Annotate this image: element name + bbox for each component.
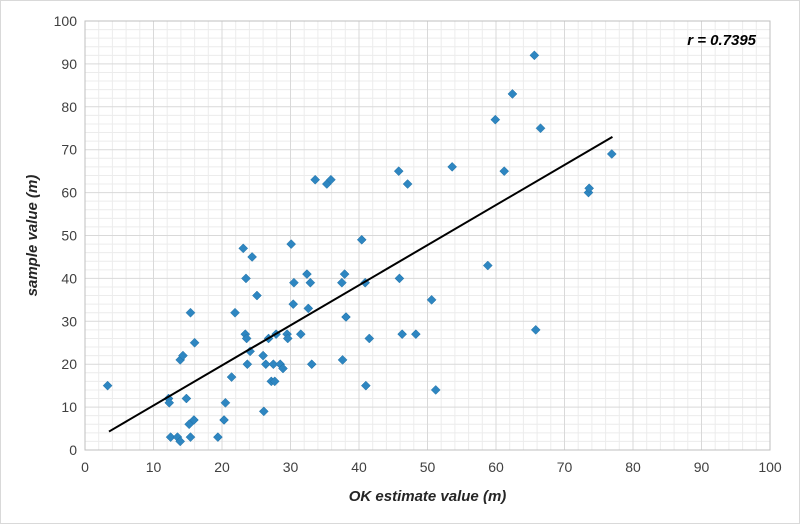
data-point <box>584 183 595 194</box>
data-point <box>269 376 280 387</box>
x-tick-label: 70 <box>557 459 573 475</box>
data-point <box>288 299 299 309</box>
correlation-annotation: r = 0.7395 <box>687 32 756 49</box>
data-point <box>230 307 240 318</box>
data-point <box>189 415 199 425</box>
x-tick-label: 100 <box>758 459 782 475</box>
data-point <box>238 243 249 254</box>
y-tick-label: 0 <box>69 442 77 458</box>
plot-area-border <box>84 20 771 451</box>
data-point <box>530 325 541 335</box>
data-point <box>252 290 262 301</box>
data-point <box>189 337 200 348</box>
data-point <box>529 50 540 61</box>
x-tick-label: 10 <box>146 459 162 475</box>
x-tick-label: 0 <box>81 459 89 475</box>
data-point <box>499 166 510 177</box>
data-point <box>241 333 252 344</box>
x-tick-label: 50 <box>420 459 436 475</box>
data-point <box>178 350 188 361</box>
data-point <box>185 307 196 318</box>
data-point <box>302 269 312 279</box>
data-point <box>394 273 405 284</box>
y-tick-label: 70 <box>61 142 77 158</box>
data-point <box>295 329 306 340</box>
data-point <box>402 179 413 189</box>
x-tick-label: 80 <box>625 459 641 475</box>
x-tick-label: 60 <box>488 459 504 475</box>
data-point <box>326 174 336 185</box>
data-point <box>364 333 375 344</box>
data-point <box>219 415 229 425</box>
data-point <box>339 269 350 279</box>
data-point <box>247 252 257 262</box>
data-point <box>303 303 314 314</box>
x-axis-tick-labels: 0 10 20 30 40 50 60 70 80 90 100 <box>81 459 782 475</box>
x-tick-label: 90 <box>694 459 710 475</box>
data-point <box>242 359 253 370</box>
trendline <box>108 135 613 433</box>
x-tick-label: 30 <box>283 459 299 475</box>
data-point <box>164 397 175 408</box>
y-tick-label: 60 <box>61 185 77 201</box>
x-tick-label: 20 <box>214 459 230 475</box>
data-point <box>185 432 196 442</box>
data-point <box>360 380 371 391</box>
data-point <box>258 406 269 417</box>
data-point <box>181 393 192 404</box>
data-point <box>411 329 421 340</box>
y-tick-label: 40 <box>61 270 77 286</box>
data-point <box>289 277 299 288</box>
y-tick-label: 20 <box>61 356 77 372</box>
data-point <box>310 174 321 185</box>
data-point <box>337 277 347 288</box>
data-point <box>278 363 288 374</box>
data-point <box>393 166 404 177</box>
data-point <box>426 294 437 305</box>
data-point <box>260 359 271 370</box>
data-point <box>606 149 617 159</box>
x-tick-label: 40 <box>351 459 367 475</box>
data-point <box>447 162 458 172</box>
data-point <box>241 273 251 284</box>
data-point <box>165 432 176 442</box>
data-point <box>490 114 501 125</box>
data-point <box>482 260 493 271</box>
data-point <box>175 436 186 447</box>
data-point <box>337 355 348 365</box>
data-point <box>286 239 297 249</box>
data-point <box>430 385 441 395</box>
data-point <box>535 123 546 134</box>
y-axis-title: sample value (m) <box>24 175 41 297</box>
data-point <box>102 380 113 391</box>
data-point <box>226 372 237 382</box>
data-point <box>306 359 317 370</box>
data-point <box>397 329 408 340</box>
data-point <box>258 350 268 361</box>
y-tick-label: 100 <box>54 13 78 29</box>
y-tick-label: 90 <box>61 56 77 72</box>
x-axis-title: OK estimate value (m) <box>349 488 507 505</box>
y-axis-tick-labels: 0 10 20 30 40 50 60 70 80 90 100 <box>54 13 78 458</box>
y-tick-label: 30 <box>61 313 77 329</box>
y-tick-label: 50 <box>61 228 77 244</box>
data-point <box>220 397 231 408</box>
data-point <box>268 359 279 370</box>
data-point <box>341 312 351 322</box>
y-tick-label: 80 <box>61 99 77 115</box>
data-point <box>356 234 367 245</box>
data-point <box>305 277 316 288</box>
data-point <box>507 89 518 99</box>
y-tick-label: 10 <box>61 399 77 415</box>
data-point <box>213 432 223 442</box>
data-point <box>282 333 293 344</box>
data-points <box>102 50 617 447</box>
